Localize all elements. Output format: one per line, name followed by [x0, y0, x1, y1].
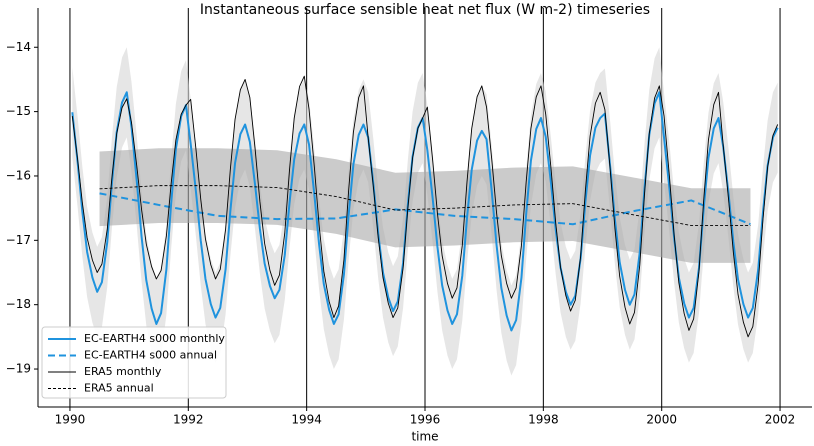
x-tick-label: 1998 [528, 413, 559, 427]
series-line [99, 185, 751, 226]
legend-label: ERA5 monthly [84, 365, 162, 378]
x-tick-label: 2000 [646, 413, 677, 427]
legend-label: ERA5 annual [84, 382, 154, 395]
spread-band [72, 47, 778, 376]
legend-box [41, 326, 227, 399]
x-axis-label: time [411, 430, 438, 444]
y-tick-label: −19 [6, 362, 31, 376]
series-line [71, 91, 779, 332]
y-tick-label: −17 [6, 233, 31, 247]
y-tick-label: −16 [6, 168, 31, 182]
y-tick-label: −15 [6, 104, 31, 118]
legend-label: EC-EARTH4 s000 annual [84, 349, 217, 362]
x-tick-label: 1992 [173, 413, 204, 427]
chart-title: Instantaneous surface sensible heat net … [200, 2, 650, 18]
y-tick-label: −14 [6, 40, 31, 54]
series-line [99, 192, 751, 226]
axes: 1990 1992 1994 1996 1998 2000 2002 −19 −18 −17 −16… [6, 8, 812, 427]
legend-label: EC-EARTH4 s000 monthly [84, 332, 225, 345]
x-tick-label: 1996 [410, 413, 441, 427]
x-tick-label: 1994 [291, 413, 322, 427]
y-tick-label: −18 [6, 297, 31, 311]
plot-area [69, 8, 781, 407]
x-tick-label: 1990 [55, 413, 86, 427]
series-line [71, 75, 779, 338]
x-tick-label: 2002 [765, 413, 796, 427]
